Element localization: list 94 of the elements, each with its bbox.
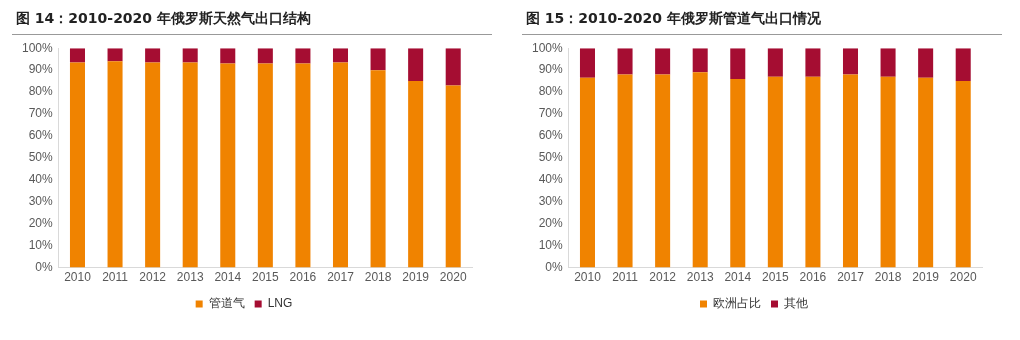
x-tick-label: 2010 bbox=[64, 270, 92, 285]
bar bbox=[955, 81, 971, 268]
legend-label: LNG bbox=[267, 296, 293, 311]
y-tick-label: 90% bbox=[538, 62, 564, 77]
y-tick-label: 40% bbox=[538, 172, 564, 187]
bar bbox=[730, 48, 746, 79]
bar bbox=[579, 48, 595, 78]
bar bbox=[918, 48, 934, 78]
x-tick-label: 2012 bbox=[139, 270, 167, 285]
bar bbox=[918, 77, 934, 268]
bar bbox=[408, 48, 424, 82]
bar bbox=[370, 48, 386, 71]
x-tick-label: 2011 bbox=[102, 270, 129, 285]
y-tick-label: 100% bbox=[21, 40, 54, 55]
x-tick-label: 2015 bbox=[761, 270, 790, 285]
x-tick-label: 2013 bbox=[686, 270, 714, 285]
bar bbox=[69, 62, 85, 268]
y-tick-label: 0% bbox=[545, 259, 564, 274]
bar bbox=[182, 48, 198, 63]
bar bbox=[145, 62, 161, 268]
bar bbox=[655, 48, 671, 75]
y-tick-label: 10% bbox=[538, 237, 564, 252]
x-tick-label: 2017 bbox=[327, 270, 355, 285]
bar bbox=[370, 70, 386, 268]
chart-title: 图 14：2010-2020 年俄罗斯天然气出口结构 bbox=[12, 8, 492, 35]
x-tick-label: 2010 bbox=[574, 270, 602, 285]
bar bbox=[767, 48, 783, 77]
bar bbox=[692, 72, 708, 268]
y-tick-label: 20% bbox=[538, 216, 564, 231]
bar bbox=[579, 77, 595, 268]
y-tick-label: 40% bbox=[28, 172, 54, 187]
bar bbox=[730, 78, 746, 268]
x-tick-label: 2014 bbox=[214, 270, 242, 285]
bar bbox=[332, 62, 349, 268]
legend-label: 其他 bbox=[784, 296, 808, 311]
bar bbox=[842, 48, 859, 75]
y-tick-label: 60% bbox=[28, 128, 54, 143]
legend-label: 管道气 bbox=[208, 296, 245, 311]
x-tick-label: 2017 bbox=[837, 270, 865, 285]
bar bbox=[617, 74, 633, 268]
y-tick-label: 80% bbox=[28, 84, 54, 99]
bar bbox=[445, 48, 461, 86]
y-tick-label: 50% bbox=[538, 150, 564, 165]
y-tick-label: 100% bbox=[531, 40, 564, 55]
bar bbox=[805, 76, 821, 268]
y-tick-label: 30% bbox=[538, 194, 564, 209]
x-tick-label: 2018 bbox=[364, 270, 392, 285]
bar bbox=[107, 61, 123, 268]
bar bbox=[257, 48, 273, 64]
y-tick-label: 70% bbox=[538, 106, 564, 121]
bar bbox=[767, 76, 783, 268]
bar bbox=[955, 48, 971, 82]
x-tick-label: 2016 bbox=[799, 270, 827, 285]
bar bbox=[617, 48, 633, 75]
x-tick-label: 2020 bbox=[949, 270, 977, 285]
y-tick-label: 70% bbox=[28, 106, 54, 121]
bar bbox=[692, 48, 708, 73]
bar bbox=[880, 48, 896, 77]
y-tick-label: 0% bbox=[35, 259, 54, 274]
y-tick-label: 10% bbox=[28, 237, 54, 252]
bar bbox=[295, 48, 311, 64]
bar bbox=[445, 85, 461, 268]
y-tick-label: 20% bbox=[28, 216, 54, 231]
bar bbox=[220, 63, 236, 268]
bar bbox=[332, 48, 349, 63]
x-tick-label: 2012 bbox=[649, 270, 677, 285]
bar bbox=[107, 48, 123, 62]
y-tick-label: 90% bbox=[28, 62, 54, 77]
y-tick-label: 80% bbox=[538, 84, 564, 99]
x-tick-label: 2011 bbox=[612, 270, 639, 285]
legend-label: 欧洲占比 bbox=[713, 296, 761, 311]
bar bbox=[655, 74, 671, 268]
bar bbox=[69, 48, 85, 63]
bar bbox=[295, 63, 311, 268]
bar bbox=[257, 63, 273, 268]
chart-title: 图 15：2010-2020 年俄罗斯管道气出口情况 bbox=[522, 8, 1002, 35]
x-tick-label: 2019 bbox=[402, 270, 430, 285]
x-tick-label: 2013 bbox=[176, 270, 204, 285]
y-tick-label: 60% bbox=[538, 128, 564, 143]
bar bbox=[145, 48, 161, 63]
x-tick-label: 2016 bbox=[289, 270, 317, 285]
y-tick-label: 50% bbox=[28, 150, 54, 165]
x-tick-label: 2014 bbox=[724, 270, 752, 285]
bar bbox=[220, 48, 236, 64]
bar bbox=[408, 81, 424, 268]
x-tick-label: 2015 bbox=[251, 270, 280, 285]
y-tick-label: 30% bbox=[28, 194, 54, 209]
bar bbox=[805, 48, 821, 77]
x-tick-label: 2018 bbox=[874, 270, 902, 285]
x-tick-label: 2020 bbox=[439, 270, 467, 285]
bar bbox=[880, 76, 896, 268]
bar bbox=[182, 62, 198, 268]
x-tick-label: 2019 bbox=[912, 270, 940, 285]
bar bbox=[842, 74, 859, 268]
